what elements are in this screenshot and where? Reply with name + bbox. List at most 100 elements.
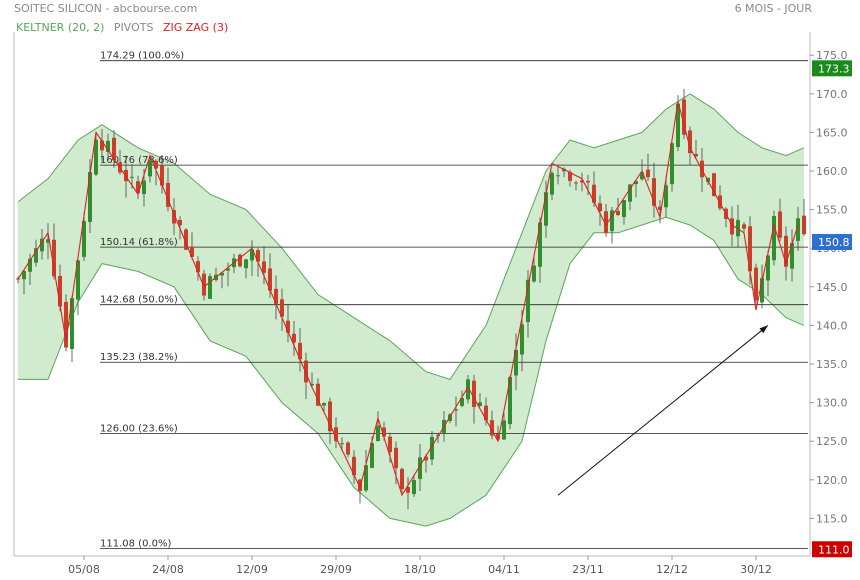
candle-body [328,401,332,432]
badge-low [812,541,852,558]
candle-body [502,420,506,440]
candle [430,431,434,466]
zigzag-path [17,101,799,497]
candle-body [130,176,134,178]
candle [514,333,518,391]
x-tick-label: 12/09 [236,563,268,576]
chart-title: SOITEC SILICON - abcbourse.com [14,2,198,15]
candle [502,412,506,440]
y-tick-label: 115.0 [816,512,848,525]
y-tick-label: 145.0 [816,281,848,294]
x-tick-label: 30/12 [740,563,772,576]
candle [262,246,266,285]
candle-body [394,447,398,469]
legend-zigzag[interactable]: ZIG ZAG (3) [162,21,229,34]
candle [226,262,230,287]
candle-body [484,405,488,421]
candle-body [406,487,410,493]
candle-body [784,235,788,267]
candle-body [112,137,116,161]
legend-keltner[interactable]: KELTNER (20, 2) [16,21,105,34]
x-tick-label: 18/10 [404,563,436,576]
candle-body [496,434,500,440]
candle [670,141,674,192]
candle [556,166,560,185]
candle-body [742,224,746,229]
candle [328,397,332,444]
y-tick-label: 125.0 [816,435,848,448]
candle-body [316,383,320,406]
candle [358,478,362,504]
y-tick-label: 140.0 [816,319,848,332]
candle-body [82,221,86,257]
candle [466,375,470,404]
candle-body [664,185,668,208]
candle-body [796,218,800,241]
candle-body [676,103,680,148]
candle [736,204,740,248]
candle [634,180,638,198]
candle-body [76,260,80,300]
candle-body [256,250,260,262]
candle-body [34,248,38,263]
candle [352,450,356,484]
candle-body [88,172,92,222]
candle-body [382,427,386,437]
y-tick-label: 170.0 [816,88,848,101]
candle-body [238,254,242,267]
candle [208,273,212,299]
candle [586,174,590,196]
y-tick-label: 155.0 [816,204,848,217]
candle-body [730,218,734,235]
candle [760,264,764,309]
candle-body [136,181,140,194]
candle-body [604,211,608,233]
legend-pivots[interactable]: PIVOTS [113,21,154,34]
candle [784,226,788,281]
candle [40,229,44,260]
candle [454,396,458,427]
candle [658,200,662,224]
badge-current-label: 150.8 [818,236,850,249]
y-axis: 115.0120.0125.0130.0135.0140.0145.0150.0… [810,49,848,525]
candle-body [280,299,284,317]
candle [406,477,410,510]
candle-body [508,377,512,425]
candle [526,270,530,338]
x-tick-label: 05/08 [68,563,100,576]
candle [76,259,80,316]
candle-body [310,383,314,386]
candle [334,417,338,448]
legend: KELTNER (20, 2) PIVOTS ZIG ZAG (3) [16,21,234,34]
candle-body [526,279,530,323]
candle [184,228,188,251]
candle-body [688,130,692,154]
candle [292,321,296,356]
candle-body [460,397,464,406]
candle-body [586,180,590,183]
candle-body [778,211,782,238]
candle [106,133,110,161]
x-tick-label: 04/11 [488,563,520,576]
candle-body [148,160,152,177]
candle [652,162,656,218]
candle [778,198,782,242]
candle-body [40,238,44,252]
candle-body [58,275,62,307]
period-label[interactable]: 6 MOIS - JOUR [734,2,812,15]
fib-label: 174.29 (100.0%) [100,51,184,62]
candle [418,443,422,491]
candle-body [556,175,560,177]
candle-body [412,480,416,495]
candle-body [682,99,686,135]
candle [100,128,104,162]
candle-body [634,181,638,185]
candle-body [580,180,584,183]
candle [622,200,626,225]
candle [82,213,86,261]
candle [196,256,200,281]
x-tick-label: 12/12 [656,563,688,576]
keltner-band [17,93,805,527]
candle [136,175,140,200]
